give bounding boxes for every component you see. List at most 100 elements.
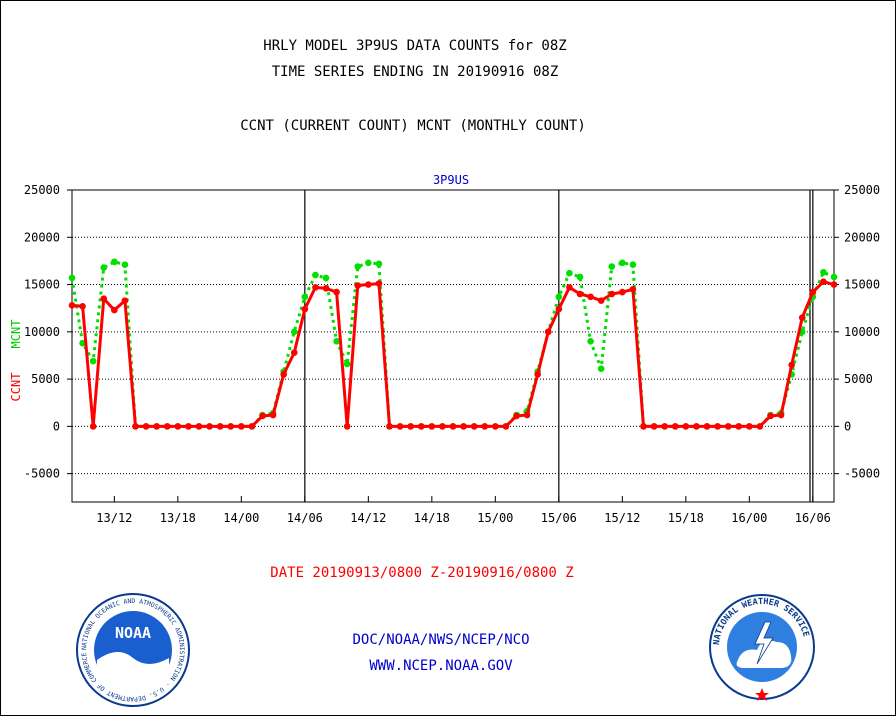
data-point-mcnt <box>587 337 594 345</box>
data-point-mcnt <box>375 260 383 268</box>
data-point-ccnt <box>100 295 108 303</box>
x-tick-label: 14/18 <box>414 511 450 525</box>
data-point-ccnt <box>661 423 668 430</box>
data-point-ccnt <box>290 349 298 356</box>
y-tick-label-right: 15000 <box>844 278 880 292</box>
data-point-ccnt <box>259 412 266 420</box>
data-point-ccnt <box>386 423 393 430</box>
data-point-mcnt <box>830 273 838 281</box>
data-point-ccnt <box>417 423 425 430</box>
noaa-wordmark: NOAA <box>115 624 151 642</box>
noaa-logo: NATIONAL OCEANIC AND ATMOSPHERIC ADMINIS… <box>76 593 190 707</box>
plot-area <box>71 189 835 503</box>
x-tick-label: 14/12 <box>350 511 386 525</box>
series-line-ccnt <box>71 280 835 428</box>
data-point-ccnt <box>79 302 86 310</box>
data-point-ccnt <box>703 423 711 430</box>
time-series-chart: 25000 25000 20000 20000 15000 15000 10000 10000… <box>9 173 880 525</box>
data-point-ccnt <box>365 281 372 288</box>
data-point-ccnt <box>174 423 182 430</box>
data-point-mcnt <box>820 268 827 276</box>
data-point-ccnt <box>820 278 827 286</box>
org-path-label: DOC/NOAA/NWS/NCEP/NCO <box>352 632 530 648</box>
data-point-ccnt <box>513 412 520 420</box>
y-tick-label-right: 0 <box>844 419 851 433</box>
data-point-ccnt <box>280 371 287 378</box>
data-point-ccnt <box>735 423 743 430</box>
data-point-ccnt <box>777 411 785 419</box>
data-point-ccnt <box>185 423 192 430</box>
x-tick-label: 15/00 <box>477 511 513 525</box>
y-tick-label-right: 25000 <box>844 183 880 197</box>
data-point-ccnt <box>492 423 499 430</box>
data-point-ccnt <box>788 361 795 369</box>
data-point-ccnt <box>428 423 436 430</box>
data-point-ccnt <box>566 284 573 291</box>
series-line-mcnt <box>70 260 835 428</box>
series-layer <box>68 258 838 430</box>
data-point-ccnt <box>407 423 414 430</box>
panel-title: 3P9US <box>433 173 469 187</box>
y-axis-label-ccnt: CCNT <box>9 373 23 402</box>
website-link[interactable]: WWW.NCEP.NOAA.GOV <box>369 658 513 674</box>
x-tick-label: 14/06 <box>287 511 323 525</box>
chart-title-line2: TIME SERIES ENDING IN 20190916 08Z <box>271 64 559 80</box>
data-point-ccnt <box>227 423 235 430</box>
data-point-ccnt <box>671 423 679 430</box>
y-tick-label-right: 5000 <box>844 372 873 386</box>
nws-logo: NATIONAL WEATHER SERVICE <box>709 594 815 701</box>
data-point-mcnt <box>301 293 309 301</box>
data-point-mcnt <box>290 328 298 336</box>
data-point-ccnt <box>89 423 97 430</box>
data-point-ccnt <box>153 423 160 430</box>
data-point-ccnt <box>312 284 319 291</box>
data-point-ccnt <box>439 423 446 430</box>
grid-layer <box>67 189 839 503</box>
y-tick-label-right: 10000 <box>844 325 880 339</box>
noaa-bird-icon <box>97 651 169 690</box>
data-point-ccnt <box>714 423 721 430</box>
data-point-mcnt <box>333 337 340 345</box>
date-range-label: DATE 20190913/0800 Z-20190916/0800 Z <box>270 565 574 581</box>
data-point-mcnt <box>68 274 76 282</box>
x-tick-label: 15/18 <box>668 511 704 525</box>
y-tick-label-left: 10000 <box>24 325 60 339</box>
data-point-mcnt <box>322 274 330 282</box>
nws-cloud-icon <box>736 640 792 668</box>
data-point-ccnt <box>121 297 129 304</box>
chart-subtitle: CCNT (CURRENT COUNT) MCNT (MONTHLY COUNT… <box>240 118 586 134</box>
data-point-ccnt <box>608 290 616 298</box>
chart-title-line1: HRLY MODEL 3P9US DATA COUNTS for 08Z <box>263 38 567 54</box>
y-tick-label-left: 20000 <box>24 230 60 244</box>
data-point-mcnt <box>629 261 637 268</box>
data-point-ccnt <box>111 306 118 314</box>
data-point-ccnt <box>767 412 774 420</box>
data-point-ccnt <box>481 423 489 430</box>
x-tick-label: 14/00 <box>223 511 259 525</box>
data-point-mcnt <box>89 357 97 365</box>
data-point-ccnt <box>195 423 203 430</box>
data-point-mcnt <box>111 258 118 266</box>
data-point-ccnt <box>470 423 478 430</box>
x-tick-label: 16/00 <box>731 511 767 525</box>
data-point-ccnt <box>354 282 362 289</box>
data-point-mcnt <box>555 293 563 301</box>
data-point-ccnt <box>206 423 213 430</box>
y-axis-label-mcnt: MCNT <box>9 320 23 349</box>
data-point-ccnt <box>301 305 309 313</box>
data-point-ccnt <box>523 411 531 419</box>
data-point-mcnt <box>121 261 129 268</box>
data-point-mcnt <box>566 269 573 277</box>
y-tick-label-left: 5000 <box>31 372 60 386</box>
data-point-ccnt <box>746 423 753 430</box>
data-point-mcnt <box>365 259 372 267</box>
data-point-ccnt <box>333 288 340 296</box>
x-tick-label: 15/06 <box>541 511 577 525</box>
data-point-mcnt <box>100 264 108 271</box>
x-tick-label: 13/12 <box>96 511 132 525</box>
data-point-ccnt <box>534 371 541 378</box>
data-point-ccnt <box>619 288 626 296</box>
data-point-ccnt <box>269 411 277 419</box>
data-point-ccnt <box>460 423 467 430</box>
y-tick-label-left: -5000 <box>24 467 60 481</box>
